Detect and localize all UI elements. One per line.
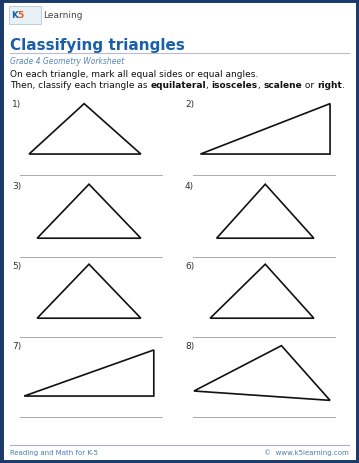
Bar (9, 7, 41, 25)
Text: scalene: scalene (264, 81, 302, 90)
Text: Then, classify each triangle as: Then, classify each triangle as (10, 81, 150, 90)
Text: ©  www.k5learning.com: © www.k5learning.com (264, 448, 349, 455)
Text: Grade 4 Geometry Worksheet: Grade 4 Geometry Worksheet (10, 57, 124, 66)
Text: equilateral: equilateral (150, 81, 206, 90)
Text: 5): 5) (12, 262, 21, 270)
Text: isosceles: isosceles (211, 81, 258, 90)
Text: Learning: Learning (43, 12, 83, 20)
Text: Classifying triangles: Classifying triangles (10, 38, 185, 53)
Text: ,: , (258, 81, 264, 90)
Text: 6): 6) (185, 262, 194, 270)
Text: 1): 1) (12, 100, 21, 109)
Text: 3): 3) (12, 181, 21, 191)
Text: .: . (342, 81, 345, 90)
Text: On each triangle, mark all equal sides or equal angles.: On each triangle, mark all equal sides o… (10, 70, 258, 79)
Text: ,: , (206, 81, 211, 90)
Text: 2): 2) (185, 100, 194, 109)
Text: 7): 7) (12, 341, 21, 350)
Text: K: K (11, 12, 18, 20)
Text: 5: 5 (17, 12, 23, 20)
Text: right: right (317, 81, 342, 90)
Text: 4): 4) (185, 181, 194, 191)
Text: or: or (302, 81, 317, 90)
Text: Reading and Math for K-5: Reading and Math for K-5 (10, 449, 98, 455)
Text: 8): 8) (185, 341, 194, 350)
